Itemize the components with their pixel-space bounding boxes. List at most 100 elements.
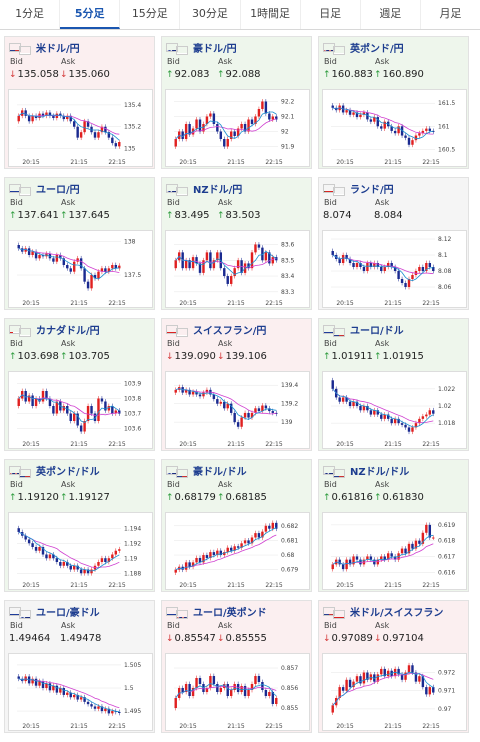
candle [104, 401, 107, 411]
tab-8[interactable]: 月足 [439, 7, 462, 20]
candle [233, 131, 236, 136]
candle [184, 124, 188, 139]
arrow-up-icon: ↑ [60, 352, 68, 362]
arrow-up-icon: ↑ [374, 493, 382, 503]
candle [386, 670, 390, 677]
ask-value: ↑137.645 [60, 210, 110, 221]
pair-card[interactable]: ランド/円 Bid Ask 8.074 8.084 8.12 8.1 8.08 8.06 20:1… [318, 177, 469, 310]
pair-card[interactable]: カナダドル/円 Bid Ask ↑103.698 ↑103.705 103.9 103.8 1… [4, 318, 155, 451]
candle [271, 116, 275, 120]
tab-7[interactable]: 週足 [361, 0, 421, 29]
pair-title[interactable]: 豪ドル/ドル [193, 466, 247, 478]
price-chart[interactable]: 161.5 161 160.5 20:15 21:15 22:15 [322, 89, 467, 167]
pair-title[interactable]: ユーロ/円 [36, 184, 80, 196]
candlestick-chart: 0.619 0.618 0.617 0.616 20:15 21:15 22:15 [331, 522, 455, 589]
candle [79, 132, 83, 138]
candle [236, 684, 240, 692]
price-chart[interactable]: 0.682 0.681 0.68 0.679 20:15 21:15 22:15 [165, 512, 310, 590]
bid-label: Bid [167, 480, 180, 489]
price-chart[interactable]: 1.022 1.02 1.018 20:15 21:15 22:15 [322, 371, 467, 449]
pair-title[interactable]: 米ドル/スイスフラン [350, 607, 444, 619]
pair-card[interactable]: 英ポンド/円 Bid Ask ↑160.883 ↑160.890 161.5 161 160.… [318, 36, 469, 169]
pair-title[interactable]: 豪ドル/円 [193, 43, 237, 55]
candle [345, 559, 348, 570]
pair-card[interactable]: ユーロ/豪ドル Bid Ask 1.49464 1.49478 1.505 1.5 1.495… [4, 600, 155, 733]
tab-4[interactable]: 30分足 [180, 0, 241, 29]
price-chart[interactable]: 103.9 103.8 103.7 103.6 20:15 21:15 22:15 [8, 371, 153, 449]
candle [414, 672, 418, 682]
bid-label: Bid [324, 339, 337, 348]
pair-title[interactable]: スイスフラン/円 [193, 325, 267, 337]
pair-card[interactable]: 豪ドル/円 Bid Ask ↑92.083 ↑92.088 92.2 92.1 92 91.9 2… [161, 36, 312, 169]
tab-6[interactable]: 日足 [301, 0, 361, 29]
price-chart[interactable]: 1.194 1.192 1.19 1.188 20:15 21:15 22:15 [8, 512, 153, 590]
candle [48, 683, 52, 691]
candle [216, 399, 219, 404]
price-chart[interactable]: 83.6 83.5 83.4 83.3 20:15 21:15 22:15 [165, 230, 310, 308]
pair-card[interactable]: 米ドル/スイスフラン Bid Ask ↓0.97089 ↓0.97104 0.972 0.9… [318, 600, 469, 733]
candle [188, 389, 191, 395]
pair-title[interactable]: ランド/円 [350, 184, 394, 196]
pair-title[interactable]: NZドル/円 [193, 184, 243, 196]
price-chart[interactable]: 8.12 8.1 8.08 8.06 20:15 21:15 22:15 [322, 230, 467, 308]
bid-value: ↓0.97089 [323, 633, 373, 644]
jp-flag-icon [19, 327, 31, 337]
pair-card[interactable]: 豪ドル/ドル Bid Ask ↑0.68179 ↑0.68185 0.682 0.681 0.… [161, 459, 312, 592]
pair-title[interactable]: 英ポンド/円 [350, 43, 404, 55]
candle [86, 281, 90, 289]
candle [421, 416, 425, 419]
pair-title[interactable]: NZドル/ドル [350, 466, 410, 478]
pair-title[interactable]: 米ドル/円 [36, 43, 80, 55]
pair-card[interactable]: 米ドル/円 Bid Ask ↓135.058 ↓135.060 135.4 135.2 135… [4, 36, 155, 169]
candle [212, 394, 216, 400]
candle [411, 140, 414, 145]
candle [118, 410, 121, 414]
candle [264, 101, 268, 114]
pair-card[interactable]: ユーロ/円 Bid Ask ↑137.641 ↑137.645 138 137.5 20:15… [4, 177, 155, 310]
candle [393, 418, 397, 424]
price-chart[interactable]: 92.2 92.1 92 91.9 20:15 21:15 22:15 [165, 89, 310, 167]
price-chart[interactable]: 0.972 0.971 0.97 20:15 21:15 22:15 [322, 653, 467, 731]
price-chart[interactable]: 0.857 0.856 0.855 20:15 21:15 22:15 [165, 653, 310, 731]
price-chart[interactable]: 135.4 135.2 135 20:15 21:15 22:15 [8, 89, 153, 167]
y-tick-label: 160.5 [438, 146, 455, 153]
price-chart[interactable]: 139.4 139.2 139 20:15 21:15 22:15 [165, 371, 310, 449]
x-tick-label: 20:15 [179, 582, 196, 589]
price-chart[interactable]: 0.619 0.618 0.617 0.616 20:15 21:15 22:15 [322, 512, 467, 590]
x-tick-label: 21:15 [384, 582, 401, 589]
candle [59, 688, 62, 693]
tab-3[interactable]: 15分足 [120, 0, 181, 29]
pair-title[interactable]: 英ポンド/ドル [36, 466, 100, 478]
tab-1[interactable]: 1分足 [0, 0, 61, 29]
pair-card[interactable]: NZドル/ドル Bid Ask ↑0.61816 ↑0.61830 0.619 0.618 0… [318, 459, 469, 592]
candle [205, 688, 209, 692]
pair-title[interactable]: ユーロ/ドル [350, 325, 404, 337]
moving-average-short [175, 250, 277, 275]
price-chart[interactable]: 1.505 1.5 1.495 20:15 21:15 22:15 [8, 653, 153, 731]
pair-card[interactable]: スイスフラン/円 Bid Ask ↓139.090 ↓139.106 139.4 139.2… [161, 318, 312, 451]
candle [425, 524, 428, 533]
pair-title[interactable]: ユーロ/豪ドル [36, 607, 100, 619]
pair-card[interactable]: 英ポンド/ドル Bid Ask ↑1.19120 ↑1.19127 1.194 1.192 1… [4, 459, 155, 592]
candle [52, 554, 55, 559]
price-chart[interactable]: 138 137.5 20:15 21:15 22:15 [8, 230, 153, 308]
candle [257, 408, 261, 412]
tab-2[interactable]: 5分足 [60, 0, 121, 29]
ask-label: Ask [218, 621, 233, 630]
candle [174, 389, 177, 393]
us-flag-icon [333, 468, 345, 478]
candle [17, 245, 20, 249]
pair-title[interactable]: カナダドル/円 [36, 325, 100, 337]
pair-card[interactable]: ユーロ/ドル Bid Ask ↑1.01911 ↑1.01915 1.022 1.02 1.0… [318, 318, 469, 451]
candle [268, 408, 271, 412]
candle [432, 687, 435, 693]
pair-card[interactable]: NZドル/円 Bid Ask ↑83.495 ↑83.503 83.6 83.5 83.4 83… [161, 177, 312, 310]
pair-card[interactable]: ユーロ/英ポンド Bid Ask ↓0.85547 ↓0.85555 0.857 0.856… [161, 600, 312, 733]
pair-title[interactable]: ユーロ/英ポンド [193, 607, 267, 619]
candle [247, 119, 250, 132]
tab-5[interactable]: 1時間足 [241, 0, 301, 29]
moving-average-short [332, 107, 434, 140]
candle [114, 550, 118, 555]
y-tick-label: 8.06 [438, 284, 452, 291]
jp-flag-icon [333, 45, 345, 55]
